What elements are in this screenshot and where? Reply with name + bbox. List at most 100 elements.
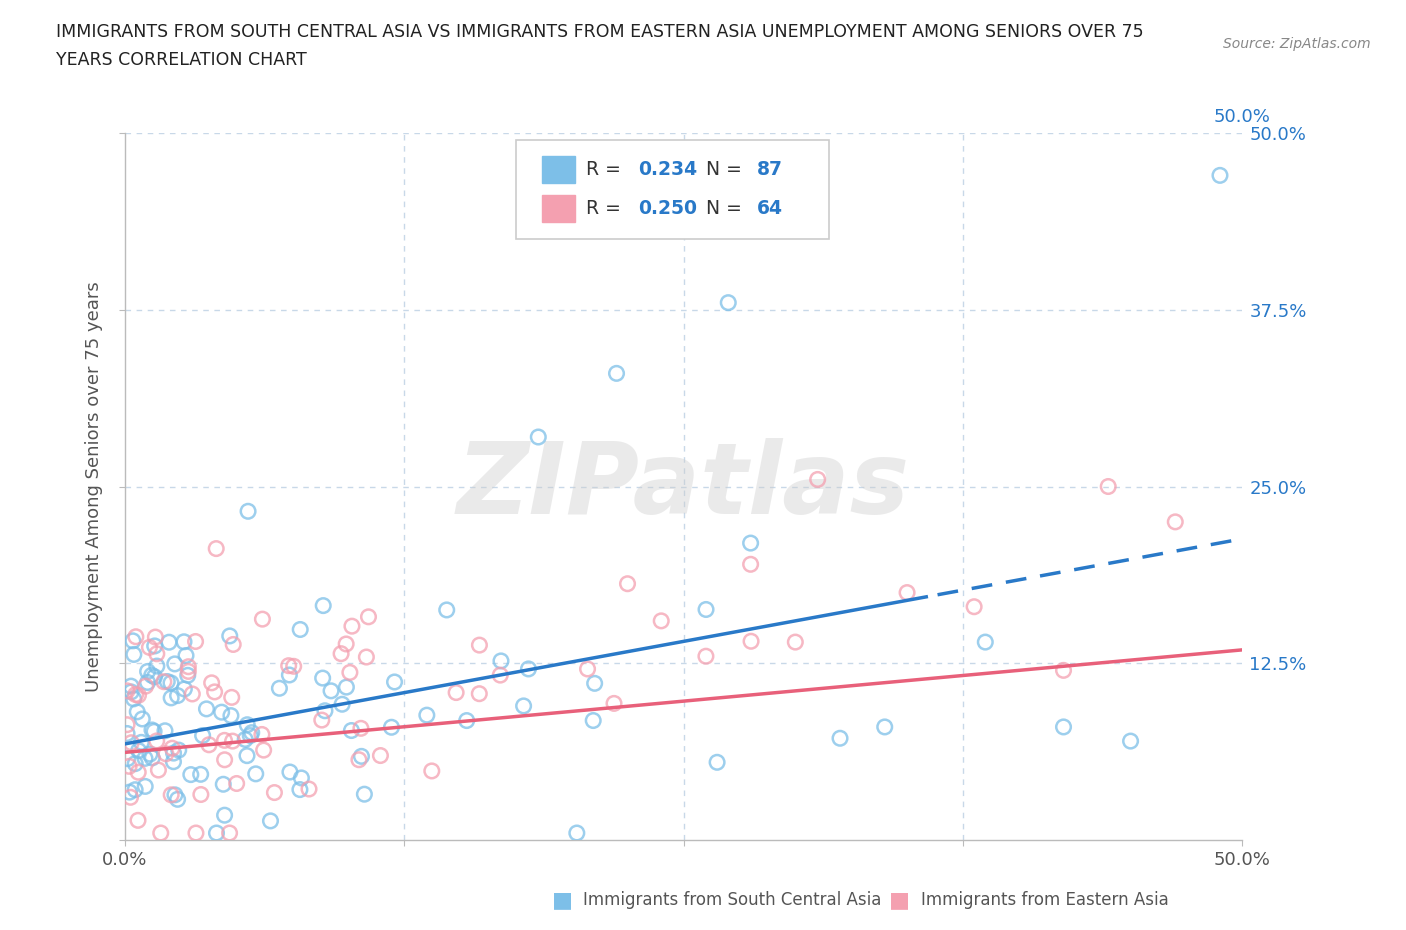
- Point: [160, 741, 183, 756]
- Point: [740, 557, 762, 572]
- Point: [269, 681, 291, 696]
- Point: [195, 701, 218, 716]
- Text: ■: ■: [553, 890, 572, 910]
- Point: [139, 747, 162, 762]
- Text: Immigrants from Eastern Asia: Immigrants from Eastern Asia: [921, 891, 1168, 910]
- Point: [311, 712, 333, 727]
- Point: [356, 649, 378, 664]
- Point: [290, 771, 312, 786]
- Point: [191, 728, 214, 743]
- Point: [335, 636, 357, 651]
- Point: [330, 646, 353, 661]
- Point: [330, 697, 353, 711]
- Point: [583, 676, 606, 691]
- Point: [190, 767, 212, 782]
- Point: [184, 634, 207, 649]
- Point: [444, 685, 467, 700]
- Point: [160, 690, 183, 705]
- Point: [134, 779, 156, 794]
- Point: [616, 577, 638, 591]
- Point: [157, 635, 180, 650]
- Point: [576, 661, 599, 676]
- Point: [1209, 168, 1232, 183]
- Point: [219, 708, 242, 723]
- Point: [205, 541, 228, 556]
- Point: [468, 686, 491, 701]
- Text: Source: ZipAtlas.com: Source: ZipAtlas.com: [1223, 37, 1371, 51]
- Point: [160, 788, 183, 803]
- Point: [512, 698, 534, 713]
- Point: [122, 691, 145, 706]
- Point: [120, 736, 142, 751]
- Point: [339, 665, 361, 680]
- Point: [456, 713, 478, 728]
- Point: [141, 723, 163, 737]
- Point: [128, 743, 150, 758]
- Point: [205, 826, 228, 841]
- Point: [177, 659, 200, 674]
- Point: [221, 734, 243, 749]
- Text: N =: N =: [693, 160, 748, 179]
- Point: [319, 684, 342, 698]
- Point: [134, 751, 156, 765]
- Point: [740, 634, 762, 649]
- Text: Immigrants from South Central Asia: Immigrants from South Central Asia: [583, 891, 882, 910]
- FancyBboxPatch shape: [516, 140, 830, 239]
- Point: [283, 658, 305, 673]
- Point: [122, 647, 145, 662]
- Point: [259, 814, 281, 829]
- Point: [963, 599, 986, 614]
- Point: [340, 724, 363, 738]
- Point: [974, 634, 997, 649]
- Point: [240, 725, 263, 740]
- Point: [127, 688, 149, 703]
- Point: [370, 748, 392, 763]
- Point: [225, 776, 247, 790]
- Point: [288, 782, 311, 797]
- Point: [204, 684, 226, 699]
- Point: [218, 629, 240, 644]
- Point: [162, 746, 184, 761]
- Point: [163, 657, 186, 671]
- Point: [117, 751, 139, 766]
- Point: [120, 790, 142, 804]
- Point: [180, 767, 202, 782]
- Point: [278, 764, 301, 779]
- Point: [211, 705, 233, 720]
- Point: [468, 638, 491, 653]
- Point: [347, 752, 370, 767]
- Point: [1052, 720, 1074, 735]
- Point: [124, 782, 146, 797]
- Point: [127, 704, 149, 719]
- Text: R =: R =: [586, 160, 627, 179]
- Text: 87: 87: [758, 160, 783, 179]
- Point: [163, 788, 186, 803]
- Point: [290, 622, 312, 637]
- Point: [143, 724, 166, 738]
- Point: [155, 747, 177, 762]
- Point: [214, 733, 236, 748]
- Point: [245, 766, 267, 781]
- Point: [340, 618, 363, 633]
- Point: [190, 787, 212, 802]
- Point: [131, 711, 153, 726]
- Point: [181, 686, 204, 701]
- Point: [141, 751, 163, 765]
- Point: [582, 713, 605, 728]
- Y-axis label: Unemployment Among Seniors over 75 years: Unemployment Among Seniors over 75 years: [86, 281, 103, 692]
- Point: [416, 708, 439, 723]
- Point: [436, 603, 458, 618]
- Point: [252, 612, 274, 627]
- Point: [717, 295, 740, 310]
- Point: [127, 813, 149, 828]
- Point: [160, 675, 183, 690]
- Point: [146, 658, 169, 673]
- Point: [212, 777, 235, 791]
- Point: [218, 826, 240, 841]
- Point: [153, 674, 176, 689]
- Point: [184, 826, 207, 841]
- FancyBboxPatch shape: [541, 156, 575, 183]
- Point: [527, 430, 550, 445]
- Point: [201, 675, 224, 690]
- Point: [174, 648, 197, 663]
